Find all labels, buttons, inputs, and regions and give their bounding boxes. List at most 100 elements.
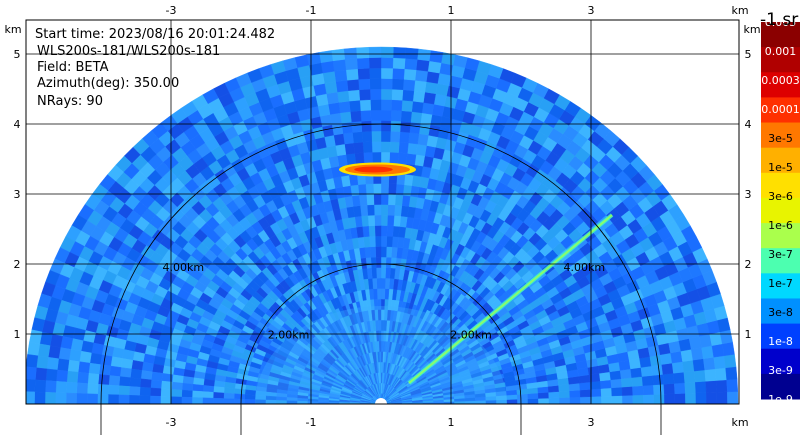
scan-cell (611, 386, 623, 397)
scan-cell (86, 393, 98, 404)
y-tick-label-left: 3 (14, 188, 21, 201)
scan-cell (110, 356, 123, 368)
scan-cell (37, 343, 51, 358)
scan-cell (26, 366, 37, 381)
scan-cell (671, 361, 685, 374)
scan-cell (118, 394, 130, 404)
scan-cell (548, 391, 560, 399)
nrays-label: NRays: 90 (37, 94, 103, 109)
scan-cell (120, 358, 134, 370)
scan-cell (715, 379, 728, 393)
scan-cell (128, 386, 141, 396)
scan-cell (406, 153, 417, 166)
y-unit-label: km (4, 23, 21, 36)
scan-cell (192, 384, 204, 392)
scan-cell (36, 355, 49, 370)
plot-area (26, 46, 739, 404)
scan-cell (76, 393, 88, 404)
scan-cell (202, 385, 215, 393)
scan-cell (170, 396, 182, 404)
scan-cell (630, 367, 643, 378)
scan-cell (548, 397, 560, 404)
scan-cell (682, 359, 695, 373)
scan-cell (46, 357, 59, 371)
scan-cell (320, 60, 335, 74)
scan-cell (392, 47, 407, 59)
scan-cell (662, 373, 675, 385)
start-time-label: Start time: 2023/08/16 20:01:24.482 (35, 27, 275, 42)
scan-cell (674, 393, 686, 404)
scan-cell (404, 58, 418, 71)
scan-cell (371, 151, 382, 163)
scan-cell (390, 120, 401, 132)
scan-cell (345, 68, 359, 81)
scan-cell (358, 194, 368, 206)
scan-cell (392, 225, 400, 238)
scan-cell (65, 381, 78, 394)
scan-cell (402, 79, 416, 91)
scan-cell (415, 59, 430, 72)
scan-cell (393, 215, 401, 227)
scan-cell (722, 341, 735, 357)
scan-cell (369, 67, 382, 79)
scan-cell (652, 374, 665, 386)
scan-cell (369, 78, 382, 90)
scan-cell (332, 59, 347, 72)
scan-cell (420, 112, 433, 126)
scan-cell (357, 67, 370, 80)
scan-cell (373, 204, 382, 216)
scan-cell (233, 398, 245, 404)
scan-cell (622, 394, 634, 404)
scan-cell (34, 391, 46, 404)
scan-cell (380, 256, 387, 268)
scan-cell (680, 349, 694, 362)
scan-cell (181, 396, 193, 404)
scan-cell (380, 267, 386, 279)
scan-cell (77, 361, 91, 374)
scan-cell (56, 369, 68, 383)
scan-cell (131, 360, 144, 371)
x-tick-label-top: -1 (306, 4, 317, 17)
scan-cell (202, 391, 214, 399)
scan-cell (661, 362, 674, 375)
scan-cell (348, 100, 361, 112)
scan-cell (424, 81, 438, 95)
scan-cell (706, 392, 718, 404)
scan-cell (334, 69, 348, 82)
scan-cell (380, 277, 386, 289)
x-tick-label-bottom: 3 (588, 416, 595, 429)
colorbar-title: -1 sr (760, 10, 798, 30)
scan-cell (357, 183, 367, 196)
scan-cell (580, 396, 592, 404)
scan-cell (107, 394, 119, 404)
scan-cell (366, 204, 375, 216)
scan-cell (66, 370, 79, 383)
scan-cell (191, 397, 203, 404)
scan-cell (385, 256, 392, 269)
scan-cell (350, 110, 362, 123)
scan-cell (620, 377, 633, 388)
scan-cell (151, 371, 163, 382)
scan-cell (719, 329, 733, 345)
scan-cell (569, 389, 581, 398)
scan-cell (387, 204, 396, 216)
scan-cell (380, 109, 392, 121)
y-tick-label-left: 1 (14, 328, 21, 341)
scan-cell (695, 381, 707, 394)
scan-cell (705, 380, 718, 393)
scan-cell (27, 341, 40, 357)
scan-cell (400, 205, 409, 218)
scan-cell (714, 367, 727, 381)
y-tick-label-left: 4 (14, 118, 21, 131)
scan-cell (411, 100, 424, 114)
scan-cell (202, 397, 214, 404)
scan-cell (353, 141, 364, 154)
scan-cell (365, 183, 374, 195)
range-ring-label: 4.00km (162, 261, 204, 274)
x-unit-label: km (731, 416, 748, 429)
scan-cell (335, 80, 349, 93)
scan-cell (423, 91, 436, 105)
range-ring-label: 2.00km (268, 329, 310, 342)
scan-cell (352, 131, 363, 144)
scan-cell (416, 48, 431, 62)
